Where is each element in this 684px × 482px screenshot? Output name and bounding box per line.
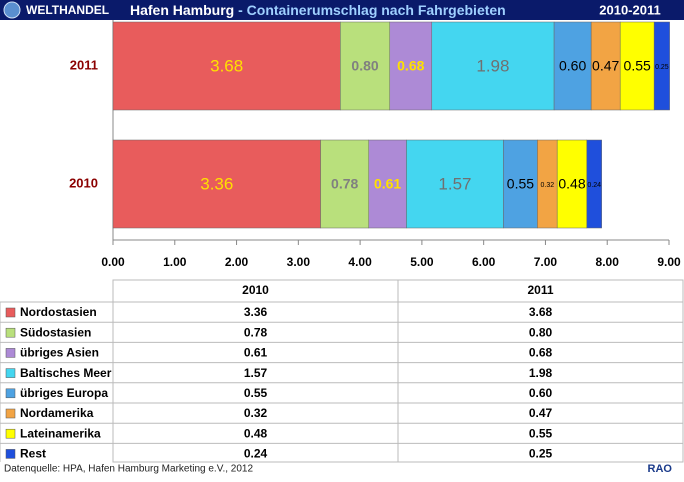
legend-label: Rest <box>20 447 46 461</box>
legend-swatch <box>5 449 16 459</box>
y-tick-label: 2010 <box>69 175 98 190</box>
y-tick-label: 2011 <box>70 57 98 72</box>
data-label: 0.78 <box>331 176 358 192</box>
bar-segment <box>340 21 391 111</box>
brand: RAO <box>648 463 673 475</box>
data-label: 0.68 <box>397 58 424 74</box>
data-label: 0.55 <box>507 176 534 192</box>
x-tick-label: 0.00 <box>101 255 125 269</box>
bar-segment <box>320 139 370 229</box>
bar-segment <box>586 139 602 229</box>
legend-swatch <box>5 428 16 439</box>
x-tick-label: 5.00 <box>410 255 434 269</box>
table-cell: 0.60 <box>529 386 553 400</box>
data-label: 1.57 <box>438 174 471 193</box>
title-sub: - Containerumschlag nach Fahrgebieten <box>238 2 506 18</box>
section: WELTHANDEL <box>26 3 109 17</box>
bar-segment <box>406 139 504 229</box>
legend-swatch <box>5 307 16 318</box>
x-tick-label: 2.00 <box>225 255 249 269</box>
table-cell: 1.98 <box>529 366 553 380</box>
legend-swatch <box>5 368 16 378</box>
table-cell: 0.68 <box>529 346 553 360</box>
table-cell: 0.47 <box>529 406 553 420</box>
legend-swatch <box>5 388 16 399</box>
table-header: 2010 <box>242 283 269 297</box>
table-cell: 0.25 <box>529 447 553 461</box>
title-box <box>112 0 578 20</box>
globe-icon <box>3 1 21 19</box>
x-tick-label: 6.00 <box>472 255 496 269</box>
x-tick-label: 3.00 <box>287 255 311 269</box>
table-cell: 0.61 <box>244 346 268 360</box>
footer <box>0 462 684 477</box>
legend-label: Nordostasien <box>20 305 97 319</box>
data-label: 0.48 <box>558 176 585 192</box>
bar-segment <box>368 139 407 229</box>
table-cell: 0.55 <box>529 426 553 440</box>
x-tick-label: 4.00 <box>348 255 372 269</box>
data-label: 0.47 <box>592 58 619 74</box>
data-label: 3.36 <box>200 174 233 193</box>
bar-segment <box>556 139 588 229</box>
table-cell: 1.57 <box>244 366 268 380</box>
table-cell: 0.80 <box>529 325 553 339</box>
legend-label: Nordamerika <box>20 406 94 420</box>
bar-segment <box>590 21 621 111</box>
legend-label: Baltisches Meer <box>20 366 112 380</box>
table-header: 2011 <box>527 283 553 297</box>
legend-label: Südostasien <box>20 325 91 339</box>
table-cell: 0.78 <box>244 325 268 339</box>
table-cell: 0.55 <box>244 386 268 400</box>
title: Hafen Hamburg - Containerumschlag nach F… <box>130 2 506 18</box>
data-label: 0.55 <box>624 58 651 74</box>
x-tick-label: 1.00 <box>163 255 187 269</box>
bar-segment <box>112 21 341 111</box>
bar-segment <box>431 21 555 111</box>
bar-segment <box>389 21 433 111</box>
data-label: 0.60 <box>559 58 586 74</box>
x-tick-label: 8.00 <box>596 255 620 269</box>
legend-swatch <box>5 408 16 419</box>
bar-segment <box>112 139 321 229</box>
title-main: Hafen Hamburg <box>130 2 234 18</box>
x-tick-label: 9.00 <box>657 255 681 269</box>
bar-segment <box>653 21 670 111</box>
bar-segment <box>553 21 592 111</box>
data-label: 0.61 <box>374 176 401 192</box>
legend-label: übriges Asien <box>20 346 99 360</box>
legend-swatch <box>5 348 16 358</box>
period: 2010-2011 <box>599 2 660 17</box>
data-label: 0.25 <box>655 64 669 71</box>
table-cell: 3.36 <box>244 305 268 319</box>
data-label: 0.24 <box>587 182 601 189</box>
legend-label: Lateinamerika <box>20 426 101 440</box>
table-cell: 0.32 <box>244 406 268 420</box>
data-label: 1.98 <box>476 56 509 75</box>
legend-label: übriges Europa <box>20 386 108 400</box>
legend-swatch <box>5 327 16 338</box>
x-tick-label: 7.00 <box>534 255 558 269</box>
table-cell: 0.24 <box>244 447 268 461</box>
table-cell: 0.48 <box>244 426 268 440</box>
source: Datenquelle: HPA, Hafen Hamburg Marketin… <box>4 464 253 475</box>
data-label: 3.68 <box>210 56 243 75</box>
table-cell: 3.68 <box>529 305 553 319</box>
data-label: 0.32 <box>540 182 554 189</box>
data-label: 0.80 <box>351 58 378 74</box>
bar-segment <box>619 21 655 111</box>
